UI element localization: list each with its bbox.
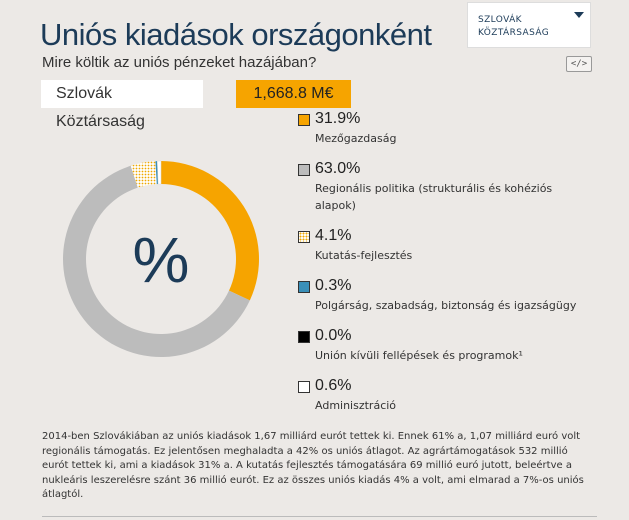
donut-segment-0: [161, 161, 259, 301]
legend-swatch: [298, 164, 310, 176]
legend-percent: 0.6%: [315, 377, 352, 394]
description-text: 2014-ben Szlovákiában az uniós kiadások …: [42, 431, 584, 500]
legend-swatch: [298, 231, 310, 243]
legend-swatch: [298, 114, 310, 126]
legend-swatch: [298, 331, 310, 343]
embed-code-button[interactable]: </>: [566, 56, 592, 72]
legend-label: Regionális politika (strukturális és koh…: [315, 182, 553, 212]
donut-segment-2: [130, 161, 157, 188]
legend-percent: 63.0%: [315, 160, 361, 177]
legend-percent: 0.3%: [315, 277, 352, 294]
country-name-label: Szlovák Köztársaság: [41, 80, 203, 130]
chevron-down-icon: [574, 12, 584, 18]
legend-swatch: [298, 281, 310, 293]
total-spending-badge: 1,668.8 M€: [236, 80, 351, 108]
legend-percent: 0.0%: [315, 327, 352, 344]
legend-percent: 4.1%: [315, 227, 352, 244]
legend-label: Polgárság, szabadság, biztonság és igazs…: [315, 299, 577, 312]
donut-chart: %: [62, 160, 259, 357]
donut-segment-5: [157, 160, 162, 185]
page-title: Uniós kiadások országonként: [40, 17, 432, 52]
percent-symbol: %: [133, 224, 190, 296]
legend-label: Mezőgazdaság: [315, 132, 397, 145]
page-subtitle: Mire költik az uniós pénzeket hazájában?: [42, 54, 317, 71]
legend-percent: 31.9%: [315, 110, 361, 127]
country-dropdown-value: SZLOVÁK KÖZTÁRSASÁG: [478, 15, 550, 38]
legend-swatch: [298, 381, 310, 393]
divider: [42, 516, 597, 517]
country-dropdown[interactable]: SZLOVÁK KÖZTÁRSASÁG: [467, 2, 591, 48]
legend-label: Unión kívüli fellépések és programok¹: [315, 349, 523, 362]
legend-label: Kutatás-fejlesztés: [315, 249, 413, 262]
legend-label: Adminisztráció: [315, 399, 397, 412]
